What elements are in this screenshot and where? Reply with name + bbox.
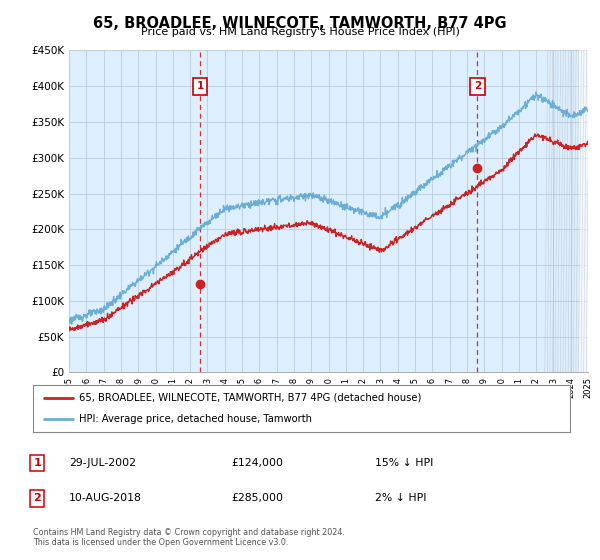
Text: Price paid vs. HM Land Registry's House Price Index (HPI): Price paid vs. HM Land Registry's House … <box>140 27 460 37</box>
Bar <box>580 50 588 372</box>
Text: 65, BROADLEE, WILNECOTE, TAMWORTH, B77 4PG: 65, BROADLEE, WILNECOTE, TAMWORTH, B77 4… <box>93 16 507 31</box>
Text: Contains HM Land Registry data © Crown copyright and database right 2024.
This d: Contains HM Land Registry data © Crown c… <box>33 528 345 548</box>
Text: 29-JUL-2002: 29-JUL-2002 <box>69 458 136 468</box>
Text: 2: 2 <box>474 81 481 91</box>
Text: £124,000: £124,000 <box>231 458 283 468</box>
Text: 2: 2 <box>34 493 41 503</box>
Text: 10-AUG-2018: 10-AUG-2018 <box>69 493 142 503</box>
Text: 1: 1 <box>34 458 41 468</box>
Text: 2% ↓ HPI: 2% ↓ HPI <box>375 493 427 503</box>
Text: 15% ↓ HPI: 15% ↓ HPI <box>375 458 433 468</box>
Text: £285,000: £285,000 <box>231 493 283 503</box>
Text: HPI: Average price, detached house, Tamworth: HPI: Average price, detached house, Tamw… <box>79 414 311 424</box>
Text: 1: 1 <box>196 81 203 91</box>
Text: 65, BROADLEE, WILNECOTE, TAMWORTH, B77 4PG (detached house): 65, BROADLEE, WILNECOTE, TAMWORTH, B77 4… <box>79 393 421 403</box>
